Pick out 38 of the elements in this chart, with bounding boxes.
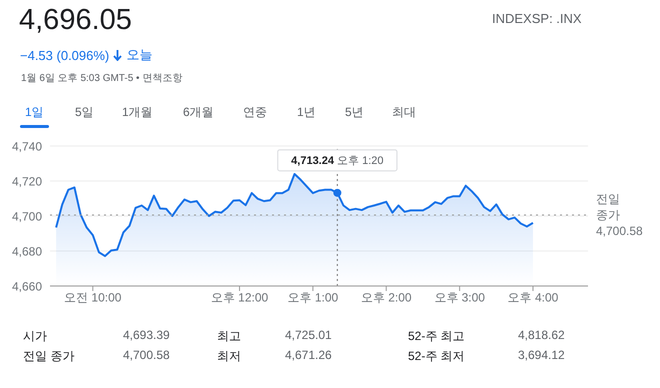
text: 최저	[217, 348, 241, 365]
text: 1개월	[122, 104, 153, 121]
x-tick-label: 오전 10:00	[64, 290, 122, 305]
text: 1일	[25, 104, 44, 121]
y-tick-label: 4,720	[12, 174, 42, 188]
text: 최대	[392, 104, 416, 121]
x-tick-label: 오후 12:00	[210, 290, 269, 305]
text: −4.53 (0.096%)	[20, 48, 110, 62]
text: 4,725.01	[285, 328, 332, 342]
text: 3,694.12	[518, 348, 565, 362]
text: 시가	[23, 328, 47, 345]
y-tick-label: 4,680	[12, 244, 42, 258]
text: 1월 6일 오후 5:03 GMT-5 • 면책조항	[21, 72, 182, 85]
text: 1년	[297, 104, 316, 121]
text: 전일 종가	[23, 348, 74, 365]
text: 6개월	[183, 104, 214, 121]
text: 5일	[75, 104, 94, 121]
text: 4,696.05	[19, 4, 132, 37]
text: 4,693.39	[123, 328, 170, 342]
text: 4,818.62	[518, 328, 565, 342]
y-tick-label: 4,700	[12, 209, 42, 224]
text: 4,671.26	[285, 348, 332, 362]
text: 4,700.58	[123, 348, 170, 362]
x-tick-label: 오후 2:00	[360, 290, 412, 305]
text: 오늘	[126, 46, 152, 64]
text: 52-주 최저	[408, 348, 465, 365]
y-tick-label: 4,740	[12, 139, 42, 154]
text: 52-주 최고	[408, 328, 465, 345]
text: 연중	[243, 104, 267, 121]
text: INDEXSP: .INX	[492, 11, 582, 26]
annotation: 4,713.24 오후 1:20	[291, 154, 384, 167]
y-tick-label: 4,660	[12, 279, 42, 294]
text: 최고	[217, 328, 241, 345]
x-tick-label: 오후 1:00	[288, 290, 339, 305]
text: 5년	[345, 104, 364, 121]
ref-line-label: 전일 종가 4,700.58	[596, 192, 644, 238]
x-tick-label: 오후 3:00	[434, 290, 486, 305]
x-tick-label: 오후 4:00	[508, 290, 559, 305]
